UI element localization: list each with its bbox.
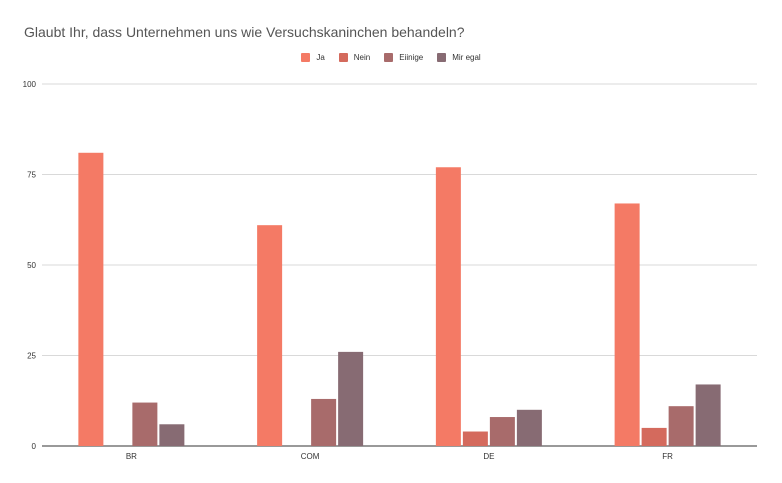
legend-label: Mir egal <box>452 53 481 62</box>
bar-nein <box>641 427 667 446</box>
bar-mir-egal <box>159 424 185 446</box>
bar-eiinige <box>311 398 337 446</box>
legend-label: Eiinige <box>399 53 424 62</box>
y-tick-label: 75 <box>27 171 36 180</box>
bar-nein <box>462 431 488 446</box>
bar-ja <box>435 167 461 446</box>
bar-eiinige <box>668 406 694 446</box>
x-tick-label: FR <box>662 452 673 461</box>
bar-ja <box>614 203 640 446</box>
bar-mir-egal <box>516 409 542 446</box>
bar-ja <box>257 225 283 446</box>
bar-eiinige <box>489 417 515 446</box>
legend-item: Ja <box>301 53 325 62</box>
chart-title: Glaubt Ihr, dass Unternehmen uns wie Ver… <box>24 24 465 40</box>
x-tick-label: COM <box>301 452 320 461</box>
legend-item: Nein <box>338 53 371 62</box>
x-tick-label: BR <box>126 452 137 461</box>
legend-label: Nein <box>353 53 371 62</box>
y-tick-label: 25 <box>27 352 36 361</box>
bar-eiinige <box>132 402 158 446</box>
y-tick-label: 100 <box>23 80 37 89</box>
legend-item: Eiinige <box>384 53 423 62</box>
x-tick-label: DE <box>483 452 494 461</box>
legend-label: Ja <box>316 53 325 62</box>
legend-swatch <box>338 53 348 62</box>
bar-mir-egal <box>338 351 364 446</box>
legend-swatch <box>301 53 311 62</box>
y-tick-label: 50 <box>27 261 36 270</box>
legend: Ja Nein Eiinige Mir egal <box>0 53 782 62</box>
legend-swatch <box>437 53 447 62</box>
legend-swatch <box>384 53 394 62</box>
bar-mir-egal <box>695 384 721 446</box>
legend-item: Mir egal <box>437 53 481 62</box>
y-tick-label: 0 <box>32 442 37 451</box>
bar-ja <box>78 152 104 446</box>
